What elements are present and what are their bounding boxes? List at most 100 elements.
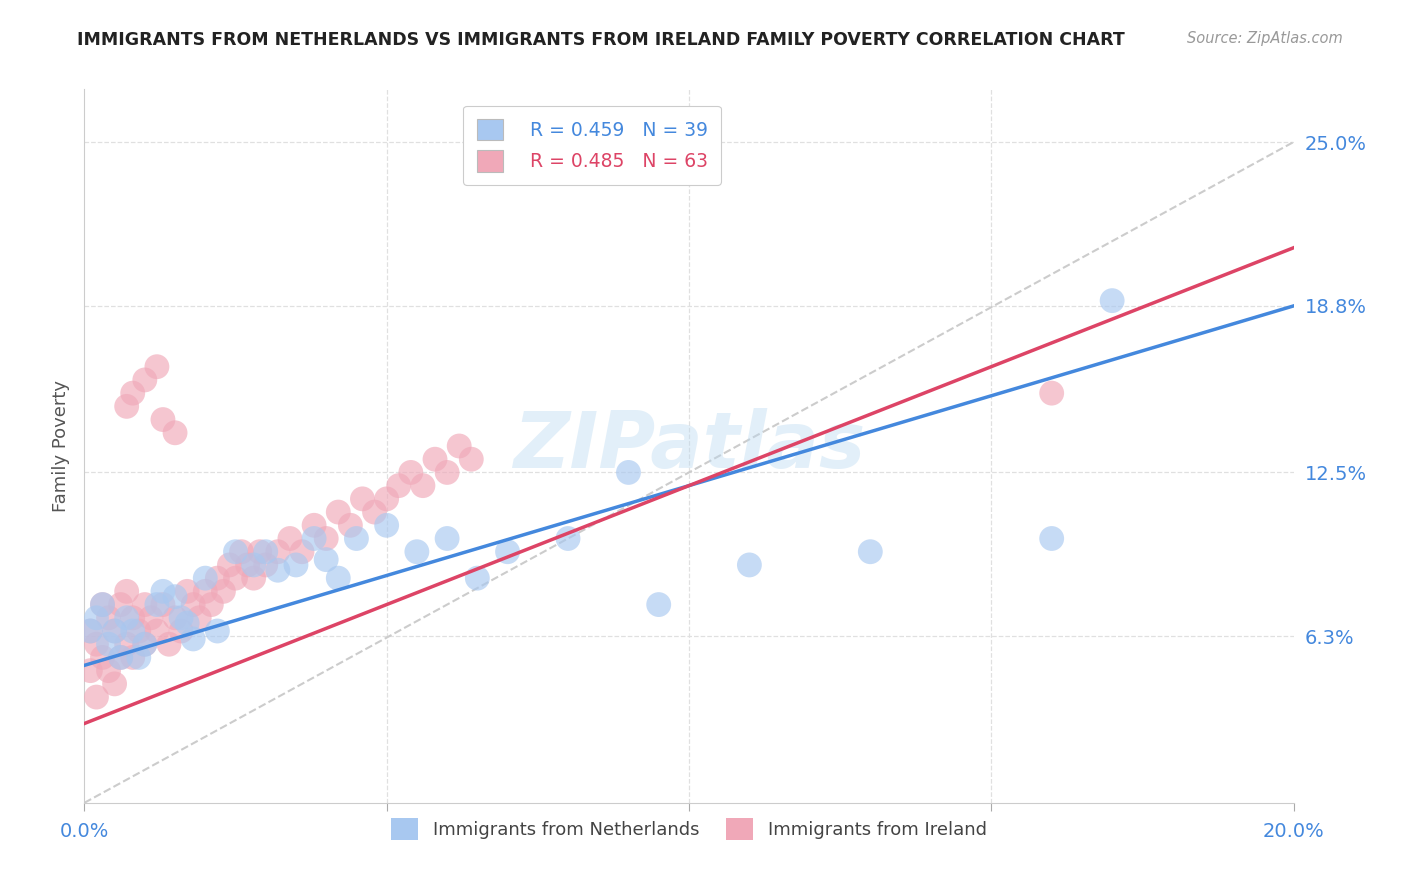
- Point: [399, 466, 422, 480]
- Point: [91, 650, 114, 665]
- Point: [104, 624, 127, 638]
- Point: [170, 624, 193, 638]
- Point: [449, 439, 471, 453]
- Point: [617, 466, 640, 480]
- Point: [302, 518, 325, 533]
- Point: [328, 571, 350, 585]
- Point: [104, 677, 127, 691]
- Point: [128, 650, 150, 665]
- Point: [352, 491, 374, 506]
- Point: [207, 624, 229, 638]
- Point: [165, 611, 187, 625]
- Point: [302, 532, 325, 546]
- Point: [278, 532, 301, 546]
- Point: [254, 558, 277, 572]
- Point: [181, 598, 204, 612]
- Point: [86, 637, 108, 651]
- Point: [557, 532, 579, 546]
- Point: [121, 386, 143, 401]
- Point: [207, 571, 229, 585]
- Point: [388, 478, 411, 492]
- Point: [86, 611, 108, 625]
- Point: [225, 571, 247, 585]
- Point: [254, 545, 277, 559]
- Point: [176, 616, 198, 631]
- Point: [436, 466, 458, 480]
- Point: [134, 637, 156, 651]
- Point: [375, 491, 398, 506]
- Point: [339, 518, 361, 533]
- Point: [375, 518, 398, 533]
- Point: [152, 584, 174, 599]
- Text: ZIPatlas: ZIPatlas: [513, 408, 865, 484]
- Point: [110, 598, 132, 612]
- Point: [738, 558, 761, 572]
- Point: [79, 624, 101, 638]
- Point: [1101, 293, 1123, 308]
- Point: [467, 571, 489, 585]
- Point: [242, 558, 264, 572]
- Point: [267, 563, 290, 577]
- Point: [460, 452, 482, 467]
- Point: [328, 505, 350, 519]
- Point: [165, 425, 187, 440]
- Point: [139, 611, 162, 625]
- Point: [423, 452, 446, 467]
- Point: [291, 545, 314, 559]
- Point: [181, 632, 204, 646]
- Point: [249, 545, 271, 559]
- Point: [97, 611, 120, 625]
- Point: [152, 412, 174, 426]
- Point: [236, 558, 259, 572]
- Point: [363, 505, 385, 519]
- Point: [110, 650, 132, 665]
- Point: [267, 545, 290, 559]
- Point: [91, 598, 114, 612]
- Point: [648, 598, 671, 612]
- Point: [165, 590, 187, 604]
- Point: [188, 611, 211, 625]
- Point: [91, 598, 114, 612]
- Point: [121, 650, 143, 665]
- Point: [285, 558, 308, 572]
- Point: [121, 611, 143, 625]
- Point: [134, 373, 156, 387]
- Point: [134, 637, 156, 651]
- Point: [97, 637, 120, 651]
- Point: [1040, 386, 1063, 401]
- Point: [146, 598, 169, 612]
- Point: [115, 637, 138, 651]
- Point: [115, 611, 138, 625]
- Point: [406, 545, 429, 559]
- Point: [231, 545, 253, 559]
- Point: [315, 532, 337, 546]
- Point: [110, 650, 132, 665]
- Point: [225, 545, 247, 559]
- Point: [79, 624, 101, 638]
- Point: [218, 558, 240, 572]
- Point: [212, 584, 235, 599]
- Text: Source: ZipAtlas.com: Source: ZipAtlas.com: [1187, 31, 1343, 46]
- Point: [157, 637, 180, 651]
- Y-axis label: Family Poverty: Family Poverty: [52, 380, 70, 512]
- Point: [346, 532, 368, 546]
- Point: [242, 571, 264, 585]
- Point: [194, 571, 217, 585]
- Point: [176, 584, 198, 599]
- Point: [436, 532, 458, 546]
- Point: [859, 545, 882, 559]
- Point: [115, 584, 138, 599]
- Text: IMMIGRANTS FROM NETHERLANDS VS IMMIGRANTS FROM IRELAND FAMILY POVERTY CORRELATIO: IMMIGRANTS FROM NETHERLANDS VS IMMIGRANT…: [77, 31, 1125, 49]
- Point: [121, 624, 143, 638]
- Point: [1040, 532, 1063, 546]
- Point: [128, 624, 150, 638]
- Point: [115, 400, 138, 414]
- Point: [152, 598, 174, 612]
- Point: [79, 664, 101, 678]
- Point: [200, 598, 222, 612]
- Legend: Immigrants from Netherlands, Immigrants from Ireland: Immigrants from Netherlands, Immigrants …: [384, 811, 994, 847]
- Point: [104, 624, 127, 638]
- Point: [97, 664, 120, 678]
- Point: [146, 359, 169, 374]
- Point: [412, 478, 434, 492]
